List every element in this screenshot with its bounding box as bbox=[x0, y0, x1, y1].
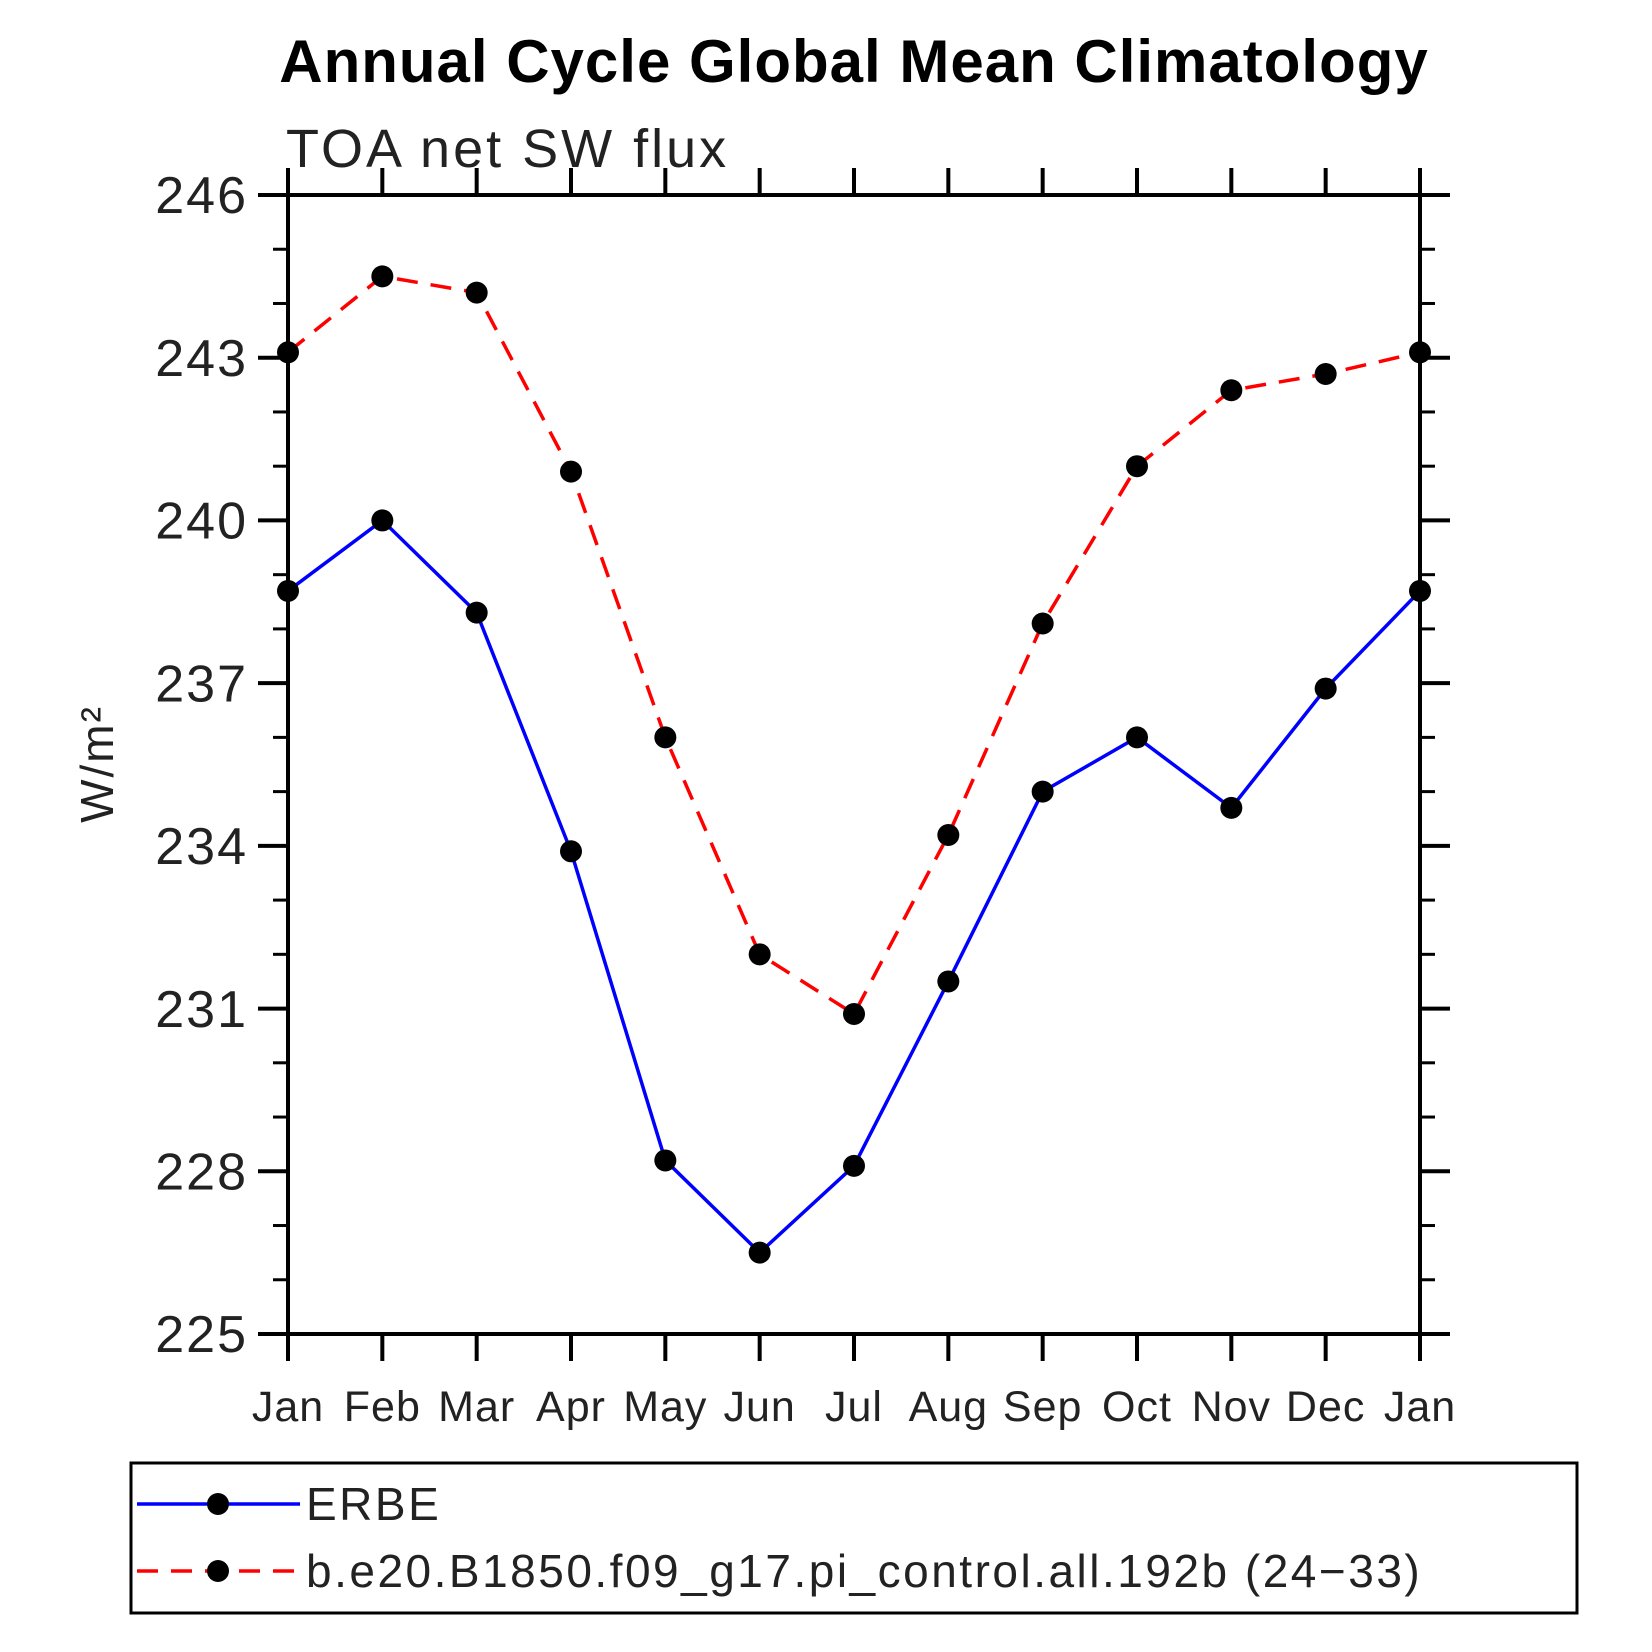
x-tick-label: Jan bbox=[252, 1383, 324, 1431]
y-axis-label: W/m² bbox=[71, 705, 123, 823]
data-point-0-3 bbox=[560, 840, 582, 863]
data-point-1-2 bbox=[465, 281, 488, 304]
data-point-1-9 bbox=[1126, 455, 1148, 478]
data-point-1-5 bbox=[748, 943, 771, 966]
data-point-1-0 bbox=[277, 341, 299, 364]
legend-marker-erbe bbox=[207, 1493, 229, 1515]
y-tick-label: 228 bbox=[155, 1143, 248, 1201]
y-tick-label: 240 bbox=[155, 493, 248, 551]
data-point-0-5 bbox=[748, 1241, 771, 1264]
data-point-0-9 bbox=[1126, 726, 1148, 749]
data-point-0-2 bbox=[465, 601, 488, 624]
data-point-0-4 bbox=[654, 1149, 677, 1172]
chart-title: Annual Cycle Global Mean Climatology bbox=[279, 28, 1429, 95]
data-point-1-1 bbox=[371, 265, 394, 288]
x-tick-label: Oct bbox=[1102, 1383, 1172, 1431]
x-tick-label: Mar bbox=[438, 1383, 515, 1431]
x-tick-label: Jul bbox=[825, 1383, 883, 1431]
y-tick-label: 237 bbox=[155, 655, 248, 713]
data-point-1-10 bbox=[1220, 379, 1243, 402]
legend-label-model: b.e20.B1850.f09_g17.pi_control.all.192b … bbox=[306, 1545, 1422, 1597]
y-tick-label: 231 bbox=[155, 981, 248, 1039]
data-point-0-11 bbox=[1314, 677, 1337, 700]
y-tick-label: 225 bbox=[155, 1306, 248, 1364]
series-line-0 bbox=[286, 518, 1422, 1256]
x-tick-label: Dec bbox=[1286, 1383, 1365, 1431]
x-tick-label: Jan bbox=[1384, 1383, 1456, 1431]
data-point-1-11 bbox=[1314, 362, 1337, 385]
data-point-1-4 bbox=[654, 726, 677, 749]
data-point-0-12 bbox=[1409, 579, 1431, 602]
data-point-1-12 bbox=[1409, 341, 1431, 364]
legend-label-erbe: ERBE bbox=[306, 1478, 441, 1530]
x-tick-label: Feb bbox=[344, 1383, 421, 1431]
data-point-1-6 bbox=[843, 1002, 865, 1025]
data-point-0-10 bbox=[1220, 796, 1243, 819]
x-tick-label: Sep bbox=[1003, 1383, 1083, 1431]
series-line-1 bbox=[286, 274, 1421, 1017]
legend-box bbox=[129, 1461, 1579, 1615]
y-tick-label: 243 bbox=[155, 330, 248, 388]
chart-subtitle: TOA net SW flux bbox=[286, 119, 729, 179]
y-tick-label: 234 bbox=[155, 818, 248, 876]
x-tick-label: Apr bbox=[536, 1383, 606, 1431]
data-point-0-1 bbox=[371, 509, 394, 532]
x-tick-label: Jun bbox=[723, 1383, 795, 1431]
x-tick-label: May bbox=[623, 1383, 707, 1431]
legend-marker-model bbox=[207, 1560, 229, 1582]
y-tick-label: 246 bbox=[155, 167, 248, 225]
data-point-0-8 bbox=[1031, 780, 1054, 803]
data-point-1-7 bbox=[937, 824, 960, 847]
data-point-0-6 bbox=[843, 1154, 865, 1177]
legend: ERBE b.e20.B1850.f09_g17.pi_control.all.… bbox=[129, 1461, 1579, 1615]
x-tick-label: Nov bbox=[1192, 1383, 1271, 1431]
data-point-1-3 bbox=[560, 460, 582, 483]
x-tick-label: Aug bbox=[909, 1383, 989, 1431]
plot-area: Jan Feb Mar Apr May Jun Jul Aug Sep Oct Nov Dec Jan2… bbox=[155, 167, 1456, 1431]
data-point-0-7 bbox=[937, 970, 960, 993]
data-point-1-8 bbox=[1031, 612, 1054, 635]
data-point-0-0 bbox=[277, 579, 299, 602]
